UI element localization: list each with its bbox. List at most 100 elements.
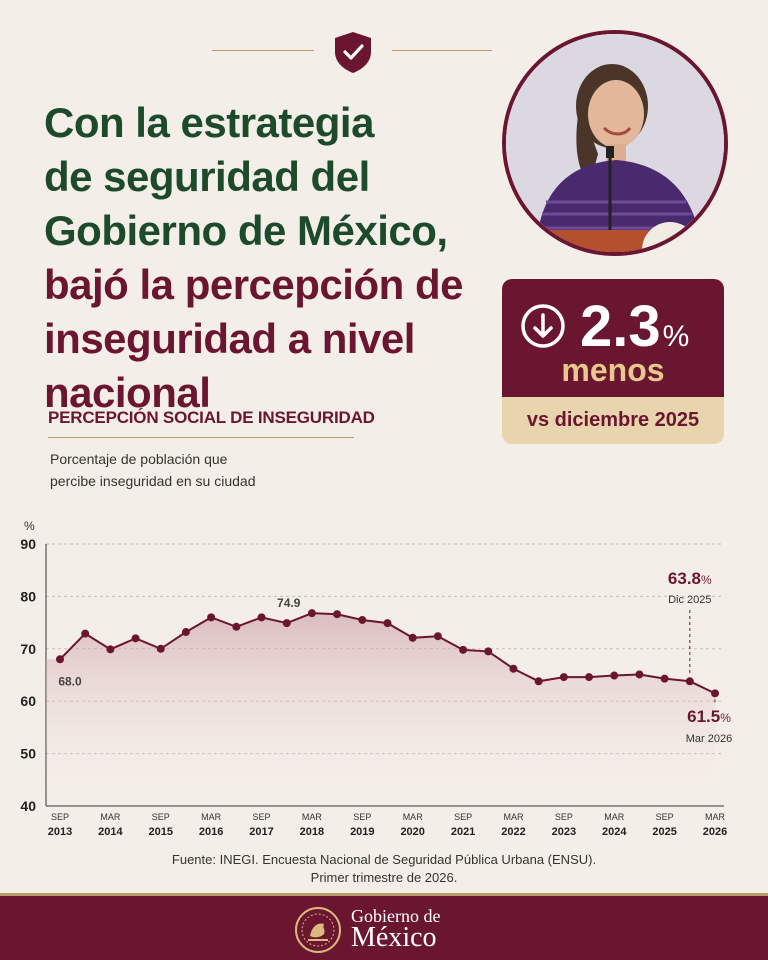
section-title: PERCEPCIÓN SOCIAL DE INSEGURIDAD xyxy=(48,408,375,427)
y-tick-label: 90 xyxy=(20,536,36,552)
x-tick-month: MAR xyxy=(403,812,424,822)
label-first: 68.0 xyxy=(58,674,82,688)
x-tick-year: 2016 xyxy=(199,826,223,838)
data-point xyxy=(509,664,518,673)
shield-check-icon xyxy=(335,32,371,73)
section-subtitle: Porcentaje de población que percibe inse… xyxy=(50,448,255,492)
area-fill xyxy=(46,613,715,806)
portrait-photo xyxy=(502,30,728,256)
data-point xyxy=(484,647,493,656)
data-point xyxy=(534,677,543,686)
data-point xyxy=(181,628,190,637)
y-tick-label: 70 xyxy=(20,641,36,657)
x-tick-month: SEP xyxy=(555,812,573,822)
label-mar-value: 61.5% xyxy=(687,707,731,726)
data-point xyxy=(207,613,216,622)
x-tick-month: MAR xyxy=(604,812,625,822)
stat-value: 2.3% xyxy=(580,292,689,372)
y-tick-label: 80 xyxy=(20,588,36,604)
x-tick-month: SEP xyxy=(454,812,472,822)
x-tick-year: 2025 xyxy=(652,826,676,838)
footer-border xyxy=(0,893,768,896)
stat-number: 2.3 xyxy=(580,294,661,359)
source-note: Fuente: INEGI. Encuesta Nacional de Segu… xyxy=(0,851,768,887)
data-point xyxy=(232,622,241,631)
x-tick-month: MAR xyxy=(201,812,222,822)
title-line-2: de seguridad del xyxy=(44,153,370,200)
x-tick-year: 2018 xyxy=(300,826,324,838)
subtitle-line-2: percibe inseguridad en su ciudad xyxy=(50,473,256,489)
data-point xyxy=(711,689,719,698)
title-line-3: Gobierno de México, xyxy=(44,207,448,254)
label-mar-date: Mar 2026 xyxy=(686,733,732,745)
x-tick-month: SEP xyxy=(253,812,271,822)
data-point xyxy=(282,619,291,628)
data-point xyxy=(660,674,669,683)
data-point xyxy=(459,645,468,654)
x-tick-month: SEP xyxy=(152,812,170,822)
x-tick-year: 2023 xyxy=(552,826,576,838)
stat-comparison: vs diciembre 2025 xyxy=(502,397,724,444)
arrow-down-icon xyxy=(521,304,565,348)
source-line-2: Primer trimestre de 2026. xyxy=(310,870,458,885)
label-dic-date: Dic 2025 xyxy=(668,594,711,606)
label-dic-value: 63.8% xyxy=(668,569,712,588)
section-divider xyxy=(48,437,354,438)
data-point xyxy=(383,619,392,628)
data-point xyxy=(433,632,442,641)
data-point xyxy=(610,671,619,680)
x-tick-month: SEP xyxy=(656,812,674,822)
footer-bar xyxy=(0,896,768,960)
x-tick-year: 2019 xyxy=(350,826,374,838)
title-line-1: Con la estrategia xyxy=(44,99,374,146)
data-point xyxy=(81,629,90,638)
data-point xyxy=(257,613,266,622)
data-point xyxy=(585,673,594,682)
label-peak: 74.9 xyxy=(277,596,301,610)
stat-box xyxy=(502,279,724,397)
data-point xyxy=(156,644,165,653)
x-tick-month: MAR xyxy=(705,812,726,822)
subtitle-line-1: Porcentaje de población que xyxy=(50,451,228,467)
x-tick-month: MAR xyxy=(302,812,323,822)
data-point xyxy=(559,673,568,682)
x-tick-month: MAR xyxy=(503,812,524,822)
data-point xyxy=(131,634,140,643)
header-divider-left xyxy=(212,50,314,51)
x-tick-year: 2024 xyxy=(602,826,627,838)
coat-of-arms-icon xyxy=(295,907,341,953)
x-tick-year: 2017 xyxy=(249,826,273,838)
x-tick-month: SEP xyxy=(51,812,69,822)
title-line-5: inseguridad a nivel nacional xyxy=(44,315,415,416)
y-tick-label: 50 xyxy=(20,746,36,762)
x-tick-year: 2020 xyxy=(400,826,424,838)
footer-gobierno: Gobierno de xyxy=(351,906,441,926)
header-divider-right xyxy=(392,50,492,51)
x-tick-year: 2014 xyxy=(98,826,123,838)
y-axis-label: % xyxy=(24,519,35,533)
x-tick-month: MAR xyxy=(100,812,121,822)
data-point xyxy=(56,655,64,664)
y-tick-label: 60 xyxy=(20,693,36,709)
footer-mexico: México xyxy=(351,922,437,953)
stat-unit: % xyxy=(662,320,690,353)
x-tick-year: 2015 xyxy=(149,826,173,838)
title-line-4: bajó la percepción de xyxy=(44,261,463,308)
data-point xyxy=(307,609,316,618)
data-point xyxy=(333,610,342,619)
data-point xyxy=(635,670,644,679)
line-chart: % 40 50 60 70 80 90 SEP 2013 MAR 2014 SEP 2015 MAR 201… xyxy=(20,519,732,838)
page-title: Con la estrategia de seguridad del Gobie… xyxy=(44,96,494,420)
x-tick-year: 2013 xyxy=(48,826,72,838)
x-tick-year: 2026 xyxy=(703,826,727,838)
stat-label: menos xyxy=(561,352,665,388)
x-tick-month: SEP xyxy=(353,812,371,822)
data-point xyxy=(685,677,694,686)
data-point xyxy=(408,633,417,642)
data-point xyxy=(106,645,115,654)
y-tick-label: 40 xyxy=(20,798,36,814)
x-tick-year: 2022 xyxy=(501,826,525,838)
x-tick-year: 2021 xyxy=(451,826,475,838)
data-point xyxy=(358,615,367,624)
source-line-1: Fuente: INEGI. Encuesta Nacional de Segu… xyxy=(171,852,597,867)
